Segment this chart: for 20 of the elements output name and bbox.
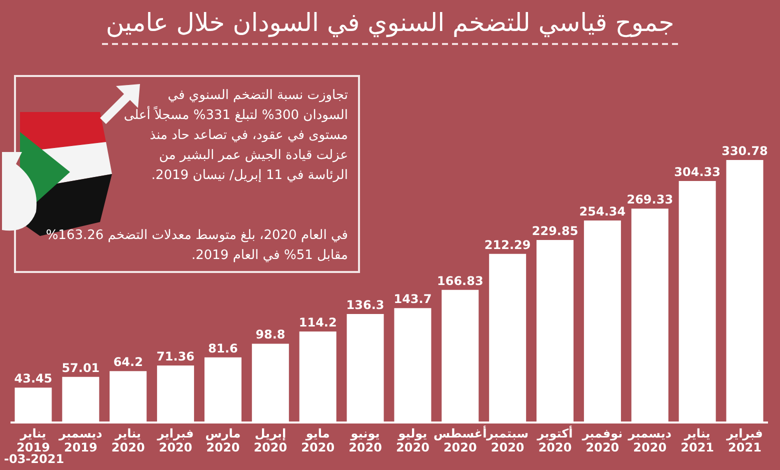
data-label: 212.29 [484, 238, 531, 252]
data-label: 57.01 [62, 360, 100, 375]
annotation: في العام 2020، بلغ متوسط معدلات التضخم 163.26% مقابل 51% في العام 2019. [44, 227, 348, 265]
data-label: 71.36 [156, 349, 195, 364]
data-label: 143.7 [394, 292, 432, 306]
annotation: تجاوزت نسبة التضخم السنوي في السودان 300% لتبلغ 331% مسجلاً أعلى مستوى في عقود، في تصاعد حاد منذ عزلت قيادة الجيش عمر البشير من الرئاسة في 11 إبريل/ نيسان 2019. [122, 87, 348, 185]
data-label: 166.83 [436, 274, 484, 288]
data-label: 254.34 [579, 204, 626, 219]
data-label: 43.45 [14, 372, 52, 386]
data-label: 269.33 [626, 192, 674, 207]
data-label: 304.33 [674, 164, 720, 179]
data-label: 330.78 [722, 144, 768, 158]
data-label: 229.85 [532, 224, 578, 238]
data-label: 81.6 [208, 341, 238, 356]
data-label: 114.2 [298, 316, 337, 330]
data-label: 98.8 [256, 328, 286, 342]
data-label: 136.3 [346, 298, 384, 312]
text: -03-2021 [4, 452, 64, 466]
data-label: 64.2 [113, 355, 143, 370]
chart-title: جموح قياسي للتضخم السنوي في السودان خلال عامين [102, 8, 678, 45]
